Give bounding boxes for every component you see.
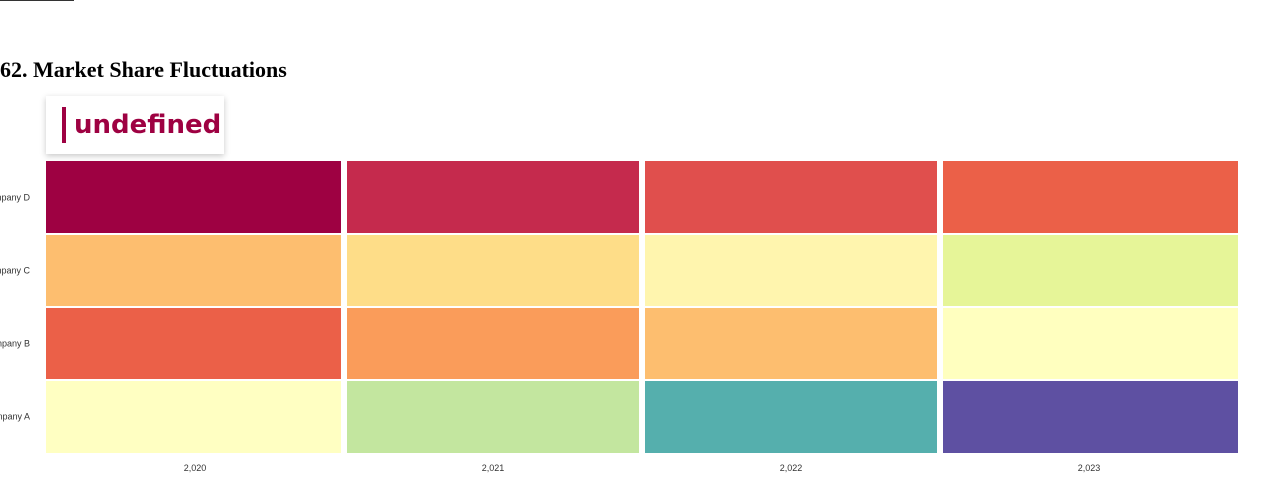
y-tick-label: Company D: [0, 193, 30, 203]
heatmap-cell-company-c-0[interactable]: [46, 235, 341, 306]
heatmap-cell-company-a-0[interactable]: [46, 381, 341, 453]
legend-label: undefined: [74, 110, 222, 140]
top-rule: [0, 0, 74, 1]
heatmap-cell-company-b-2[interactable]: [645, 308, 937, 379]
heatmap-cell-company-d-2[interactable]: [645, 161, 937, 233]
x-tick-label: 2,023: [1078, 463, 1101, 473]
x-tick-label: 2,020: [184, 463, 207, 473]
legend-card: undefined: [46, 96, 224, 154]
heatmap-cell-company-c-2[interactable]: [645, 235, 937, 306]
heatmap-cell-company-c-3[interactable]: [943, 235, 1238, 306]
y-tick-label: Company B: [0, 339, 30, 349]
legend-color-bar: [62, 107, 66, 143]
heatmap-cell-company-b-3[interactable]: [943, 308, 1238, 379]
x-tick-label: 2,021: [482, 463, 505, 473]
heatmap-cell-company-c-1[interactable]: [347, 235, 639, 306]
y-tick-label: Company C: [0, 266, 30, 276]
heatmap-cell-company-d-1[interactable]: [347, 161, 639, 233]
heatmap-cell-company-a-3[interactable]: [943, 381, 1238, 453]
heatmap-cell-company-a-1[interactable]: [347, 381, 639, 453]
heatmap-cell-company-b-1[interactable]: [347, 308, 639, 379]
y-tick-label: Company A: [0, 412, 30, 422]
heatmap-cell-company-d-0[interactable]: [46, 161, 341, 233]
heatmap-cell-company-a-2[interactable]: [645, 381, 937, 453]
page-title: 62. Market Share Fluctuations: [0, 57, 287, 82]
x-tick-label: 2,022: [780, 463, 803, 473]
heatmap-cell-company-d-3[interactable]: [943, 161, 1238, 233]
heatmap-cell-company-b-0[interactable]: [46, 308, 341, 379]
